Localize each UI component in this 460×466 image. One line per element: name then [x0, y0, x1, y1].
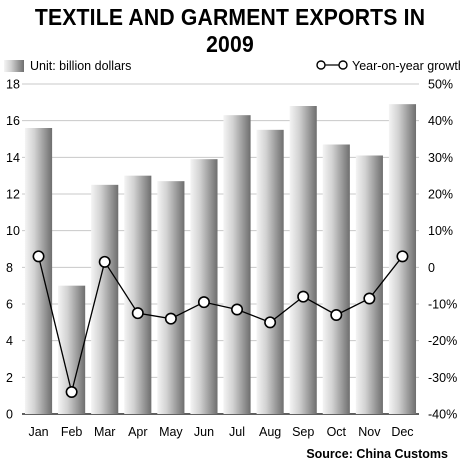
legend-line-label: Year-on-year growth	[352, 59, 460, 73]
bar	[190, 159, 218, 414]
left-tick-label: 16	[6, 114, 20, 128]
bar	[256, 129, 284, 415]
growth-point	[363, 292, 376, 305]
x-tick-label: May	[159, 425, 183, 439]
growth-point	[98, 255, 111, 268]
growth-point	[264, 316, 277, 329]
x-tick-label: Jul	[229, 425, 245, 439]
bar	[223, 115, 251, 415]
right-tick-label: 40%	[428, 114, 453, 128]
bar-series	[24, 104, 417, 415]
growth-point	[164, 312, 177, 325]
x-tick-label: Jun	[194, 425, 214, 439]
legend-line-marker	[338, 60, 348, 70]
growth-point	[32, 250, 45, 263]
legend-bar-swatch	[4, 60, 24, 72]
right-tick-label: 50%	[428, 78, 453, 92]
left-tick-label: 18	[6, 78, 20, 92]
right-tick-label: 30%	[428, 151, 453, 165]
left-tick-label: 8	[6, 261, 13, 275]
right-tick-label: 10%	[428, 224, 453, 238]
left-tick-label: 14	[6, 151, 20, 165]
growth-point	[231, 303, 244, 316]
right-tick-label: -10%	[428, 298, 457, 312]
growth-point	[197, 296, 210, 309]
legend-line-marker	[316, 60, 326, 70]
left-tick-label: 12	[6, 188, 20, 202]
x-tick-label: Apr	[128, 425, 147, 439]
gridlines	[22, 83, 419, 415]
bar	[355, 155, 383, 414]
right-tick-label: 20%	[428, 188, 453, 202]
x-tick-label: Jan	[28, 425, 48, 439]
x-tick-label: Oct	[327, 425, 347, 439]
right-tick-label: -20%	[428, 334, 457, 348]
right-tick-label: 0	[428, 261, 435, 275]
x-tick-label: Feb	[61, 425, 83, 439]
bar	[124, 175, 152, 414]
legend: Unit: billion dollars Year-on-year growth	[4, 59, 460, 73]
chart-title: TEXTILE AND GARMENT EXPORTS IN 2009	[34, 4, 426, 57]
bar	[322, 144, 350, 414]
bar	[289, 106, 317, 414]
right-tick-label: -30%	[428, 371, 457, 385]
x-tick-label: Mar	[94, 425, 116, 439]
growth-line-series	[32, 250, 409, 398]
bar	[24, 128, 53, 414]
left-tick-label: 2	[6, 371, 13, 385]
x-tick-label: Sep	[292, 425, 314, 439]
growth-point	[396, 250, 409, 263]
growth-point	[131, 307, 144, 320]
x-tick-label: Nov	[358, 425, 381, 439]
x-tick-label: Dec	[391, 425, 413, 439]
right-tick-label: -40%	[428, 408, 457, 422]
left-tick-label: 0	[6, 408, 13, 422]
x-tick-label: Aug	[259, 425, 281, 439]
axes: 0 2 4 6 8 10 12 14 16 18 -40% -30% -20% -10% 0 10% 20% 30…	[6, 78, 457, 440]
left-tick-label: 4	[6, 334, 13, 348]
source-note: Source: China Customs	[306, 447, 448, 461]
growth-point	[297, 290, 310, 303]
bar	[157, 181, 185, 414]
growth-line	[37, 255, 403, 393]
growth-point	[330, 308, 343, 321]
growth-point	[65, 385, 78, 398]
legend-bar-label: Unit: billion dollars	[30, 59, 131, 73]
left-tick-label: 10	[6, 224, 20, 238]
left-tick-label: 6	[6, 298, 13, 312]
